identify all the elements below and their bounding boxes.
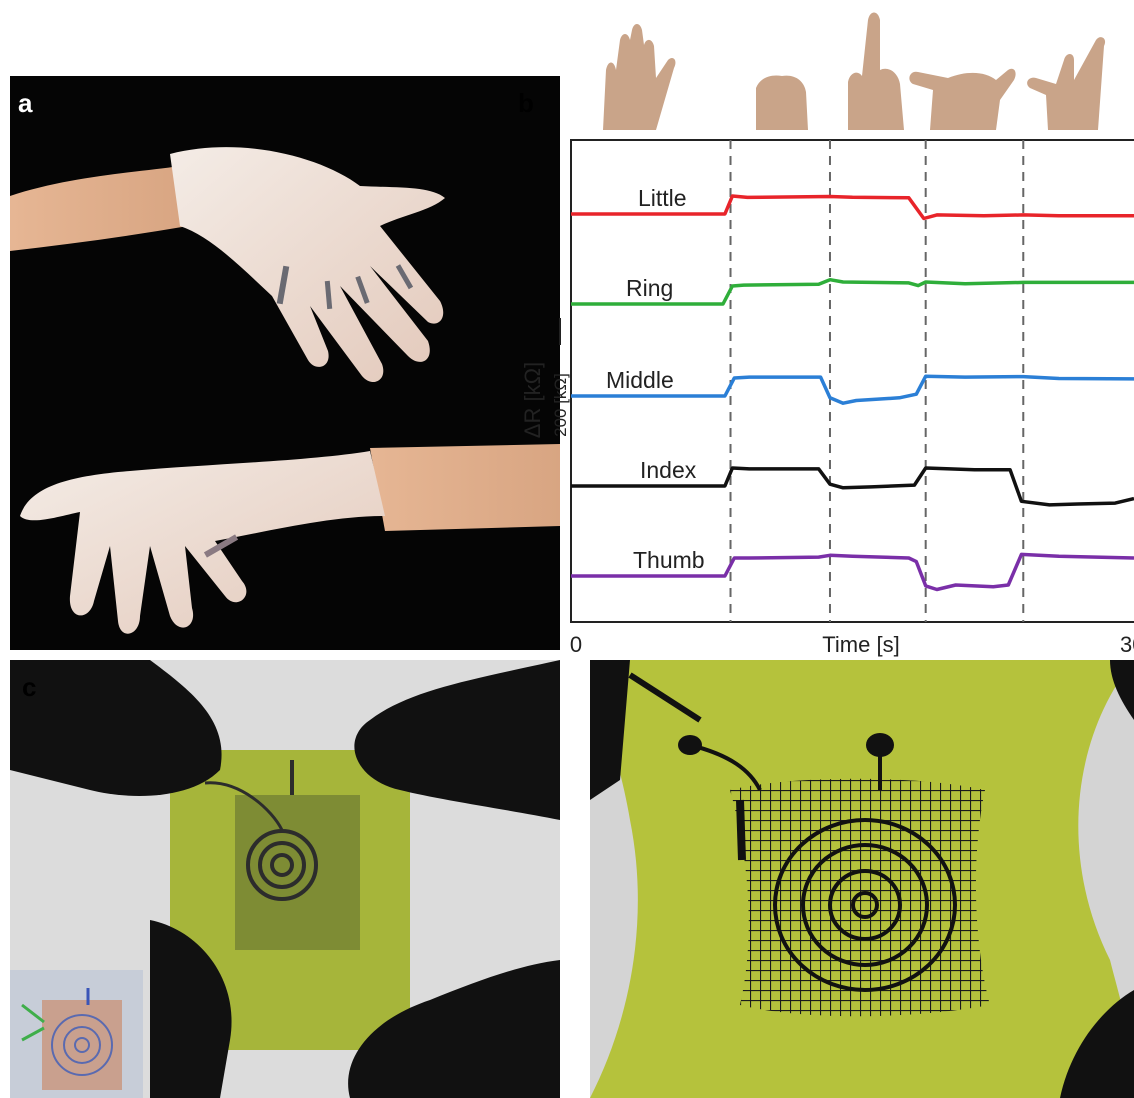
series-label-middle: Middle bbox=[606, 367, 674, 393]
scale-bar-label: 200 [kΩ] bbox=[551, 373, 570, 437]
black-glove-bottom-right bbox=[348, 960, 560, 1098]
series-line-middle bbox=[571, 374, 1134, 405]
y-axis-label: ΔR [kΩ] bbox=[520, 362, 545, 438]
series-line-index bbox=[571, 466, 1134, 507]
panel-label-c: c bbox=[22, 672, 37, 702]
panel-a-photo: a bbox=[10, 76, 560, 650]
x-tick-30: 30 bbox=[1120, 632, 1134, 657]
x-axis-label: Time [s] bbox=[822, 632, 899, 657]
black-glove-left-edge bbox=[590, 660, 630, 800]
panel-label-a: a bbox=[18, 88, 33, 118]
gesture-thumbnails bbox=[603, 12, 1106, 130]
chart-frame bbox=[570, 139, 1134, 623]
gesture-fist-icon bbox=[756, 75, 808, 130]
black-glove-top-left bbox=[10, 660, 222, 796]
gesture-rock-icon bbox=[1027, 37, 1106, 130]
gesture-thumb-pinky-icon bbox=[909, 68, 1016, 130]
panel-label-b: b bbox=[518, 88, 534, 118]
event-lines bbox=[729, 140, 1025, 622]
series-labels: Little Ring Middle Index Thumb bbox=[606, 185, 705, 573]
black-glove-bottom-left bbox=[150, 920, 232, 1098]
series-label-ring: Ring bbox=[626, 275, 673, 301]
gesture-open-hand-icon bbox=[603, 24, 676, 130]
spiral-trace bbox=[246, 829, 318, 901]
panel-c-stretched-photo bbox=[590, 660, 1134, 1098]
panel-c-unstretched-photo: c bbox=[10, 660, 560, 1098]
gloved-hands-photo bbox=[10, 147, 560, 634]
x-tick-0: 0 bbox=[570, 632, 582, 657]
series-line-thumb bbox=[571, 552, 1134, 592]
upper-glove bbox=[170, 147, 445, 383]
black-glove-bottom-right-edge bbox=[1060, 990, 1134, 1098]
panel-b-chart: Little Ring Middle Index Thumb Time [s] 0 30… bbox=[508, 0, 1134, 660]
series-lines bbox=[571, 194, 1134, 592]
series-label-index: Index bbox=[640, 457, 697, 483]
series-label-little: Little bbox=[638, 185, 687, 211]
unstretched-sample-photo bbox=[10, 660, 560, 1098]
stretched-spiral-trace bbox=[773, 818, 957, 992]
chart-axes-box bbox=[570, 139, 1134, 623]
series-label-thumb: Thumb bbox=[633, 547, 705, 573]
resistance-chart: Little Ring Middle Index Thumb Time [s] 0 30… bbox=[520, 12, 1134, 657]
serpentine-mesh bbox=[730, 778, 990, 1017]
gesture-pointing-icon bbox=[848, 12, 904, 130]
lower-glove bbox=[20, 451, 385, 634]
stretched-sample-photo bbox=[590, 660, 1134, 1098]
series-line-little bbox=[571, 194, 1134, 221]
black-glove-top-right bbox=[354, 660, 560, 820]
series-line-ring bbox=[571, 277, 1134, 306]
